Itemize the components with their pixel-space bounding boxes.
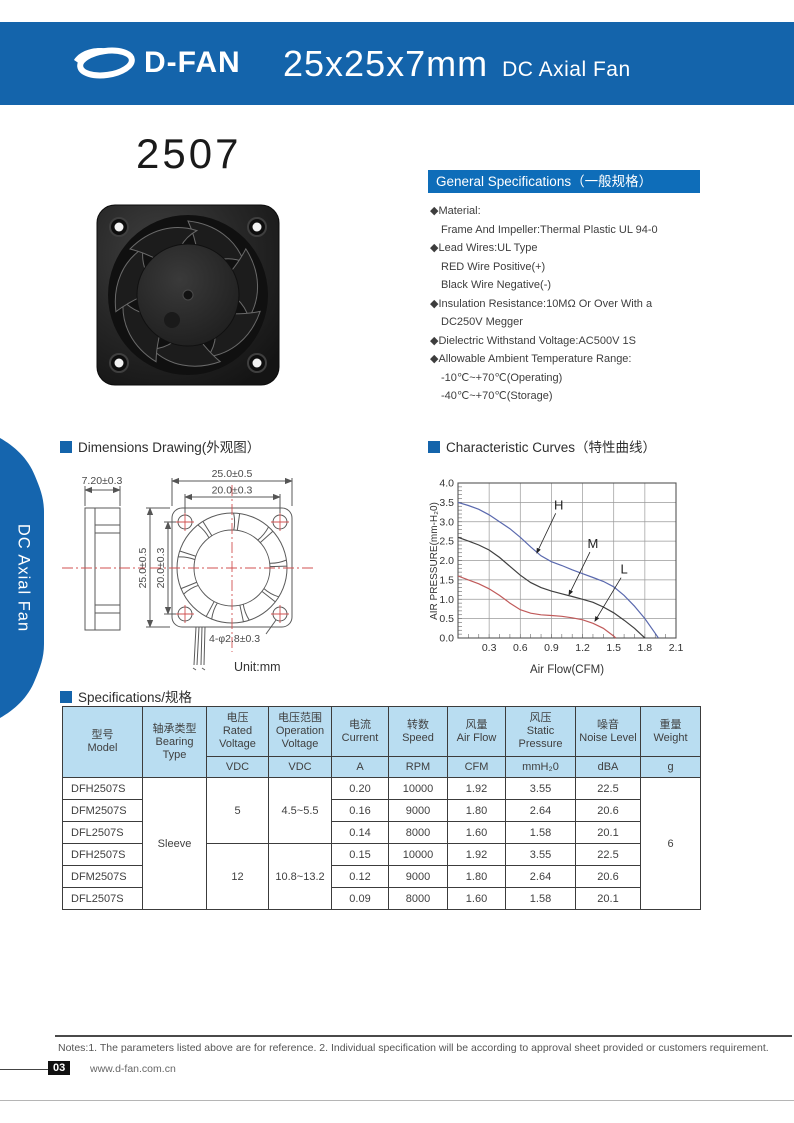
dim-depth: 7.20±0.3 — [82, 475, 123, 487]
spec-line: RED Wire Positive(+) — [441, 260, 546, 273]
svg-text:0.5: 0.5 — [439, 613, 454, 625]
svg-text:2.0: 2.0 — [439, 555, 454, 567]
dim-holes: 4-φ2.8±0.3 — [209, 633, 260, 645]
side-tab: DC Axial Fan — [0, 438, 44, 718]
bearing-cell: Sleeve — [142, 777, 207, 910]
unit-rpm: RPM — [388, 756, 448, 778]
product-type-title: DC Axial Fan — [502, 57, 631, 81]
section-bullet-icon — [60, 441, 72, 453]
dim-height-outer: 25.0±0.5 — [137, 547, 149, 588]
svg-text:0.0: 0.0 — [439, 633, 454, 645]
table-row: DFH2507S Sleeve 5 4.5~5.5 0.20 10000 1.9… — [62, 777, 701, 910]
svg-text:1.0: 1.0 — [439, 594, 454, 606]
table-row: DFH2507S 12 10.8~13.2 0.15 10000 1.92 3.… — [62, 843, 701, 910]
section-bullet-icon — [428, 441, 440, 453]
dim-width-inner: 20.0±0.3 — [212, 485, 253, 497]
specifications-heading: Specifications/规格 — [60, 686, 192, 706]
website-url: www.d-fan.com.cn — [90, 1063, 176, 1075]
col-header-pressure: 风压 Static Pressure — [505, 706, 576, 757]
fan-photo — [96, 204, 280, 386]
series-label-M: M — [588, 536, 599, 551]
svg-text:1.2: 1.2 — [575, 642, 590, 654]
spec-line: -10℃~+70℃(Operating) — [441, 371, 563, 384]
specifications-table: 型号 Model 轴承类型 Bearing Type 电压 Rated Voltage… — [62, 706, 701, 910]
unit-cfm: CFM — [447, 756, 506, 778]
curves-heading: Characteristic Curves（特性曲线） — [428, 436, 656, 456]
svg-text:1.5: 1.5 — [606, 642, 621, 654]
svg-text:2.5: 2.5 — [439, 536, 454, 548]
brand-logo: D-FAN — [70, 42, 241, 84]
weight-cell: 6 — [640, 777, 701, 910]
dimensions-heading: Dimensions Drawing(外观图） — [60, 436, 260, 456]
svg-text:0.3: 0.3 — [482, 642, 497, 654]
unit-dba: dBA — [575, 756, 641, 778]
unit-vdc: VDC — [206, 756, 269, 778]
spec-line: ◆Dielectric Withstand Voltage:AC500V 1S — [430, 334, 636, 347]
fan-swoosh-logo-icon — [74, 47, 135, 79]
spec-line: Frame And Impeller:Thermal Plastic UL 94… — [441, 223, 658, 236]
general-specs-heading: General Specifications（一般规格） — [428, 170, 700, 193]
size-title: 25x25x7mm — [283, 42, 489, 84]
svg-text:4.0: 4.0 — [439, 478, 454, 490]
mounting-holes — [109, 217, 267, 373]
col-header-weight: 重量 Weight — [640, 706, 701, 757]
svg-text:3.5: 3.5 — [439, 497, 454, 509]
svg-text:3.0: 3.0 — [439, 516, 454, 528]
spec-line: DC250V Megger — [441, 316, 523, 328]
col-header-noise: 噪音 Noise Level — [575, 706, 641, 757]
col-header-model: 型号 Model — [62, 706, 143, 778]
notes-divider — [55, 1035, 792, 1037]
notes-text: Notes:1. The parameters listed above are… — [58, 1042, 769, 1054]
unit-mmh2o: mmH₂0 — [505, 756, 576, 778]
dim-unit: Unit:mm — [234, 660, 281, 674]
dim-width-outer: 25.0±0.5 — [212, 468, 253, 480]
chart-ylabel: AIR PRESSURE(mm-H₂0) — [429, 502, 440, 620]
series-label-L: L — [620, 562, 627, 577]
unit-vdc: VDC — [268, 756, 332, 778]
model-number: 2507 — [136, 130, 242, 177]
logo-text: D-FAN — [144, 46, 241, 79]
col-header-airflow: 风量 Air Flow — [447, 706, 506, 757]
series-label-H: H — [554, 497, 563, 512]
svg-text:2.1: 2.1 — [669, 642, 684, 654]
svg-text:0.9: 0.9 — [544, 642, 559, 654]
col-header-operation-voltage: 电压范围 Operation Voltage — [268, 706, 332, 757]
curve-chart: Air Flow(CFM) AIR PRESSURE(mm-H₂0) 0.3 0.… — [429, 478, 684, 677]
svg-text:1.8: 1.8 — [638, 642, 653, 654]
page-number: 03 — [48, 1061, 71, 1075]
dim-height-inner: 20.0±0.3 — [155, 547, 167, 588]
table-row: DFL2507S 0.09 8000 1.60 1.58 20.1 — [62, 887, 701, 910]
col-header-rated-voltage: 电压 Rated Voltage — [206, 706, 269, 757]
page-title: 25x25x7mm DC Axial Fan — [283, 43, 631, 85]
general-specs-list: ◆Material: Frame And Impeller:Thermal Pl… — [428, 202, 720, 406]
svg-text:1.5: 1.5 — [439, 574, 454, 586]
bottom-divider — [0, 1100, 794, 1101]
svg-text:0.6: 0.6 — [513, 642, 528, 654]
general-specifications-section: General Specifications（一般规格） ◆Material: … — [428, 170, 720, 406]
pageno-rule — [0, 1069, 48, 1070]
chart-xlabel: Air Flow(CFM) — [530, 664, 604, 676]
unit-g: g — [640, 756, 701, 778]
dimension-drawing: 7.20±0.3 25.0±0.5 20.0±0.3 25.0±0.5 20.0… — [62, 468, 316, 674]
header-banner: D-FAN 25x25x7mm DC Axial Fan — [0, 22, 794, 105]
spec-line: ◆Material: — [430, 205, 481, 217]
spec-line: ◆Lead Wires:UL Type — [430, 242, 538, 254]
unit-a: A — [331, 756, 389, 778]
side-tab-label: DC Axial Fan — [15, 524, 33, 632]
table-row: DFM2507S 0.12 9000 1.80 2.64 20.6 — [62, 865, 701, 888]
section-bullet-icon — [60, 691, 72, 703]
table-row: DFM2507S 0.16 9000 1.80 2.64 20.6 — [62, 799, 701, 822]
spec-line: ◆Insulation Resistance:10MΩ Or Over With… — [430, 297, 653, 310]
spec-line: -40℃~+70℃(Storage) — [441, 390, 553, 402]
spec-line: Black Wire Negative(-) — [441, 279, 552, 291]
col-header-speed: 转数 Speed — [388, 706, 448, 757]
col-header-bearing: 轴承类型 Bearing Type — [142, 706, 207, 778]
spec-line: ◆Allowable Ambient Temperature Range: — [430, 353, 632, 365]
col-header-current: 电流 Current — [331, 706, 389, 757]
